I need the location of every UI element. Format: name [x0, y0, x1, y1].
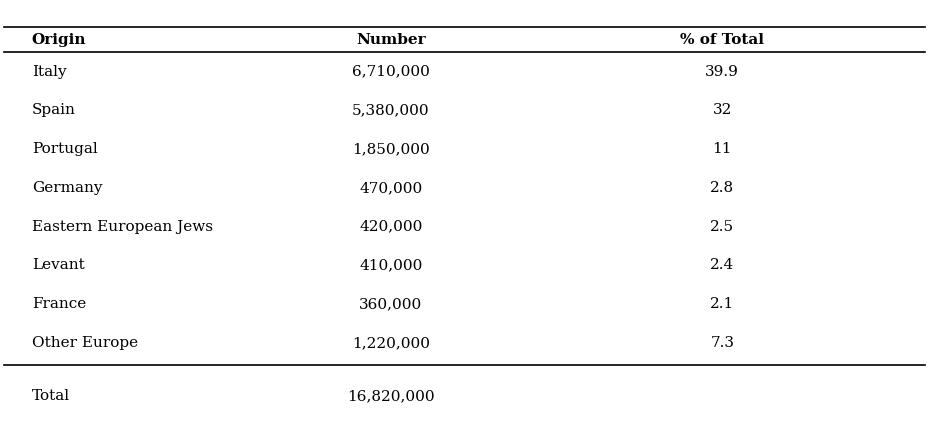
Text: Portugal: Portugal	[32, 142, 97, 156]
Text: 2.4: 2.4	[709, 258, 734, 272]
Text: 5,380,000: 5,380,000	[352, 103, 429, 117]
Text: 11: 11	[712, 142, 731, 156]
Text: Italy: Italy	[32, 65, 66, 79]
Text: Spain: Spain	[32, 103, 75, 117]
Text: Levant: Levant	[32, 258, 84, 272]
Text: Number: Number	[355, 33, 425, 47]
Text: 32: 32	[712, 103, 731, 117]
Text: 2.1: 2.1	[709, 297, 734, 311]
Text: % of Total: % of Total	[679, 33, 764, 47]
Text: 2.5: 2.5	[710, 220, 733, 234]
Text: Germany: Germany	[32, 181, 102, 195]
Text: 1,850,000: 1,850,000	[352, 142, 430, 156]
Text: 7.3: 7.3	[710, 336, 733, 350]
Text: 6,710,000: 6,710,000	[352, 65, 430, 79]
Text: Eastern European Jews: Eastern European Jews	[32, 220, 213, 234]
Text: 410,000: 410,000	[359, 258, 422, 272]
Text: Origin: Origin	[32, 33, 86, 47]
Text: 39.9: 39.9	[704, 65, 739, 79]
Text: Total: Total	[32, 389, 70, 403]
Text: 2.8: 2.8	[710, 181, 733, 195]
Text: 420,000: 420,000	[359, 220, 422, 234]
Text: 470,000: 470,000	[359, 181, 422, 195]
Text: 360,000: 360,000	[359, 297, 422, 311]
Text: Other Europe: Other Europe	[32, 336, 137, 350]
Text: France: France	[32, 297, 86, 311]
Text: 16,820,000: 16,820,000	[347, 389, 434, 403]
Text: 1,220,000: 1,220,000	[352, 336, 430, 350]
